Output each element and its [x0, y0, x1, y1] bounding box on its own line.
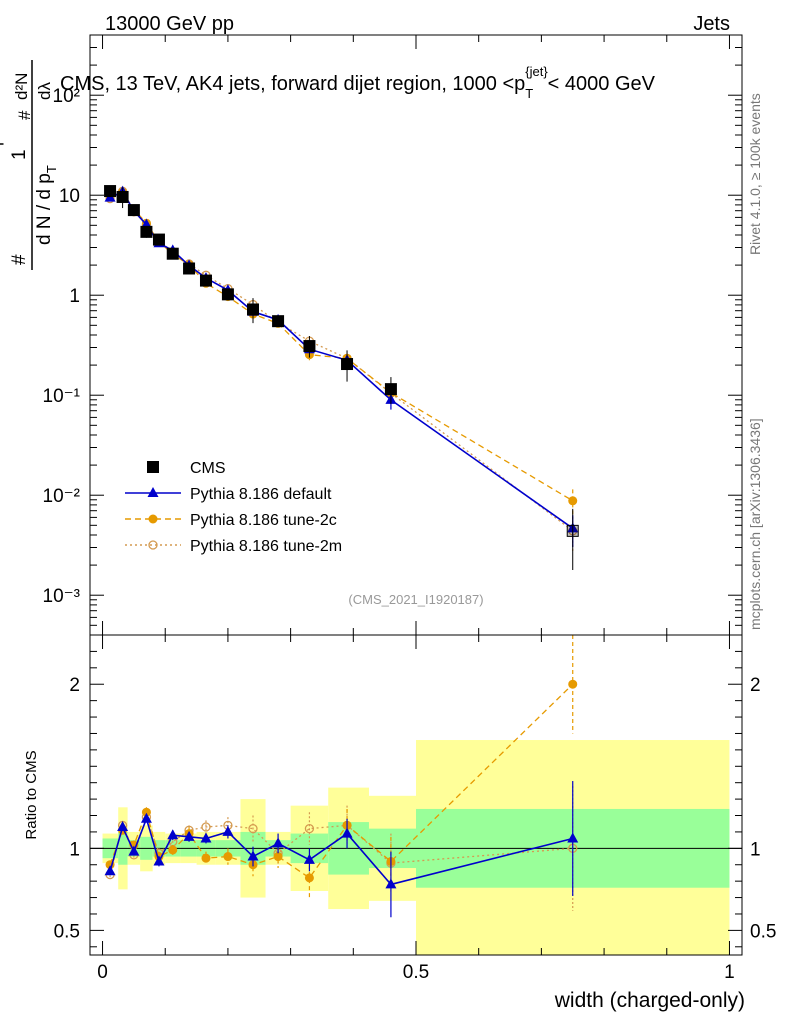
ylabel-den-symbol: # [9, 254, 30, 265]
ylabel-dlambda: dλ [35, 82, 54, 100]
cms-point [127, 204, 140, 217]
ratio-point-tune2m [248, 823, 258, 834]
bottom-ylabel: Ratio to CMS [23, 750, 40, 839]
ratio-point-tune2m [304, 823, 315, 834]
ratio-point-tune2c [223, 852, 233, 862]
cms-point [140, 225, 153, 238]
legend-marker-cms [147, 461, 159, 473]
top-panel-data [104, 185, 579, 571]
legend-label-tune2m: Pythia 8.186 tune-2m [190, 538, 342, 555]
legend-marker-default [147, 487, 159, 497]
ratio-point-default [222, 825, 234, 836]
ratio-point-tune2c [141, 807, 151, 817]
ratio-point-tune2m [201, 822, 211, 832]
ratio-y-tick-label-right: 1 [750, 839, 761, 860]
cms-point [303, 340, 316, 353]
ratio-point-default [567, 832, 579, 843]
legend: CMS Pythia 8.186 default Pythia 8.186 tune… [125, 460, 342, 555]
rivet-version-text: Rivet 4.1.0, ≥ 100k events [747, 93, 763, 255]
x-tick-label: 1 [724, 962, 735, 983]
analysis-tag: (CMS_2021_I1920187) [348, 592, 483, 607]
series-line-tune2c [109, 191, 574, 502]
legend-marker-tune2c [148, 514, 158, 524]
ratio-point-default [247, 850, 259, 861]
cms-point [384, 383, 397, 396]
cms-point [272, 315, 285, 328]
ratio-y-tick-label: 0.5 [54, 921, 80, 942]
mcplots-reference-text: mcplots.cern.ch [arXiv:1306.3436] [747, 418, 763, 630]
cms-point [199, 274, 212, 287]
top-ylabel: # 1 d N / d pT d p # d²N dλ [0, 60, 59, 270]
header-left: 13000 GeV pp [105, 13, 234, 35]
ratio-point-default [117, 821, 129, 831]
y-tick-label: 10⁻³ [43, 586, 81, 607]
ratio-y-tick-label-right: 0.5 [750, 921, 776, 942]
ratio-point-default [153, 855, 165, 866]
y-tick-label: 10 [59, 186, 80, 207]
legend-label-tune2c: Pythia 8.186 tune-2c [190, 512, 337, 529]
ylabel-num-symbol: # [15, 110, 34, 120]
ratio-point-default [385, 878, 397, 889]
ratio-point-tune2c [201, 853, 211, 863]
ratio-y-tick-label: 2 [69, 675, 80, 696]
cms-point [247, 303, 259, 316]
cms-point [152, 233, 165, 246]
legend-label-cms: CMS [190, 460, 226, 477]
ratio-y-tick-label: 1 [69, 839, 80, 860]
cms-point [166, 247, 179, 260]
y-tick-label: 10⁻² [43, 486, 81, 507]
ratio-point-default [341, 827, 353, 838]
ratio-point-tune2c [568, 679, 578, 689]
series-line-tune2m [109, 190, 574, 532]
x-tick-label: 0 [97, 962, 108, 983]
x-axis-label: width (charged-only) [554, 989, 745, 1012]
ratio-point-default [303, 853, 315, 864]
ratio-point-tune2c [273, 852, 283, 862]
legend-marker-tune2m [148, 540, 158, 550]
cms-point [341, 358, 354, 371]
header-right: Jets [693, 13, 730, 35]
y-tick-label: 1 [69, 286, 80, 307]
y-tick-label: 10⁻¹ [43, 386, 81, 407]
cms-point [183, 262, 196, 275]
cms-point [566, 524, 579, 537]
ratio-point-default [183, 830, 195, 841]
ratio-y-tick-label-right: 2 [750, 675, 761, 696]
top-panel-frame [89, 34, 743, 636]
plot-title: CMS, 13 TeV, AK4 jets, forward dijet reg… [60, 64, 656, 101]
ratio-point-default [200, 832, 212, 843]
ratio-point-default [140, 812, 152, 823]
point-tune2c [568, 496, 578, 506]
ratio-point-default [272, 837, 284, 848]
bottom-panel-data [90, 635, 742, 918]
ratio-point-default [104, 865, 116, 876]
ratio-point-tune2c [304, 873, 314, 883]
cms-point [116, 190, 129, 203]
ratio-point-default [167, 829, 179, 840]
ylabel-den-text: d N / d pT [34, 165, 59, 245]
ratio-point-tune2c [168, 845, 178, 855]
ylabel-num-one: 1 [9, 149, 30, 160]
cms-point [221, 288, 234, 301]
ratio-point-default [128, 845, 140, 856]
uncertainty-bands [102, 740, 730, 955]
y-tick-label: 10² [53, 86, 80, 107]
cms-point [104, 185, 117, 198]
legend-label-default: Pythia 8.186 default [190, 486, 332, 503]
ylabel-dp: d p [0, 136, 4, 160]
axis-ticks: 0 0.5 1 10⁻³ 10⁻² 10⁻¹ 1 10 10² 0.5 0.5 1 1 2 2 [43, 34, 776, 983]
ylabel-dn: d²N [12, 73, 31, 100]
x-tick-label: 0.5 [403, 962, 429, 983]
